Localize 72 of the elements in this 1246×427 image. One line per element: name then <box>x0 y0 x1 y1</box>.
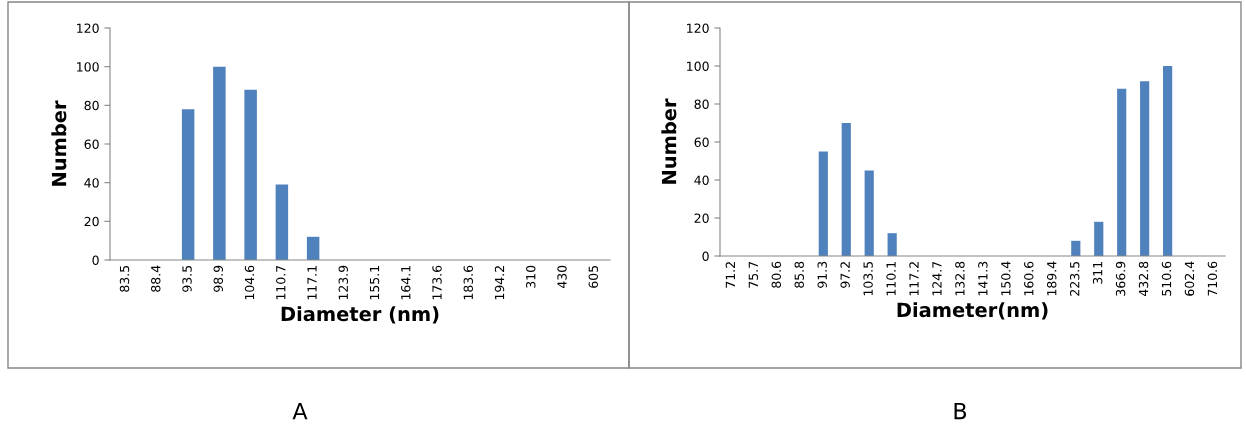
x-tick-label: 605 <box>588 265 598 288</box>
y-tick-label: 40 <box>694 175 709 185</box>
y-tick-label: 100 <box>77 62 99 72</box>
y-tick-label: 100 <box>687 61 709 71</box>
bar <box>275 184 289 260</box>
x-tick-label: 183.6 <box>463 265 473 300</box>
x-tick-label: 366.9 <box>1115 261 1126 296</box>
x-tick-label: 117.1 <box>307 266 317 300</box>
bar <box>1071 240 1081 256</box>
y-axis-title: Number <box>51 100 67 186</box>
bar <box>864 170 874 256</box>
bar <box>181 109 195 260</box>
bar <box>244 89 257 260</box>
x-tick-label: 310 <box>526 265 536 288</box>
x-tick-label: 103.5 <box>863 261 873 296</box>
x-tick-label: 150.4 <box>1001 261 1011 296</box>
y-tick-label: 60 <box>694 137 709 147</box>
text: B <box>954 402 967 420</box>
x-tick-label: 155.1 <box>369 266 380 300</box>
x-tick-label: 164.1 <box>401 266 411 300</box>
y-tick-label: 120 <box>77 23 99 33</box>
x-tick-label: 189.4 <box>1047 261 1057 296</box>
x-tick-label: 432.8 <box>1138 261 1149 297</box>
y-tick-label: 80 <box>694 99 709 109</box>
bar <box>213 66 226 260</box>
x-tick-label: 83.5 <box>119 265 130 292</box>
x-tick-label: 97.2 <box>840 262 850 288</box>
x-tick-label: 85.8 <box>794 261 804 288</box>
x-tick-label: 110.7 <box>276 265 286 300</box>
x-tick-label: 430 <box>557 265 567 289</box>
x-tick-label: 117.2 <box>909 262 919 296</box>
x-tick-label: 88.4 <box>151 265 161 292</box>
x-tick-label: 132.8 <box>955 261 965 296</box>
x-tick-label: 98.9 <box>213 265 223 292</box>
y-tick-label: 0 <box>702 251 709 261</box>
x-axis-title: Diameter (nm) <box>281 306 439 324</box>
y-tick-label: 120 <box>687 23 709 33</box>
bar <box>818 151 828 256</box>
x-tick-label: 75.7 <box>748 261 759 288</box>
x-axis-title: Diameter(nm) <box>897 302 1048 320</box>
x-tick-label: 141.3 <box>978 261 988 296</box>
y-tick-label: 80 <box>84 100 99 111</box>
x-tick-label: 123.9 <box>338 265 348 300</box>
bar <box>1140 81 1150 256</box>
x-tick-label: 311 <box>1092 262 1103 284</box>
bar <box>1117 88 1127 256</box>
x-tick-label: 71.2 <box>725 262 735 288</box>
bar <box>887 233 897 256</box>
y-tick-label: 0 <box>92 255 99 265</box>
x-tick-label: 710.6 <box>1207 261 1218 296</box>
x-tick-label: 80.6 <box>771 261 782 288</box>
x-tick-label: 104.6 <box>244 265 255 300</box>
y-axis-title: Number <box>661 98 677 184</box>
x-tick-label: 510.6 <box>1161 261 1172 296</box>
bar <box>1094 221 1104 256</box>
x-tick-label: 124.7 <box>932 261 942 296</box>
y-tick-label: 20 <box>84 216 99 227</box>
x-tick-label: 223.5 <box>1069 261 1080 296</box>
x-tick-label: 110.1 <box>886 262 896 296</box>
x-tick-label: 602.4 <box>1184 261 1195 296</box>
x-tick-label: 173.6 <box>432 265 442 300</box>
x-tick-label: 194.2 <box>494 266 505 300</box>
x-tick-label: 160.6 <box>1024 261 1034 296</box>
text: A <box>292 402 308 420</box>
y-tick-label: 20 <box>694 213 709 223</box>
y-tick-label: 40 <box>84 178 99 188</box>
x-tick-label: 93.5 <box>182 265 192 292</box>
x-tick-label: 91.3 <box>817 261 827 288</box>
y-tick-label: 60 <box>84 139 99 149</box>
bar <box>306 236 320 260</box>
bar <box>1163 66 1173 256</box>
bar <box>841 123 851 256</box>
